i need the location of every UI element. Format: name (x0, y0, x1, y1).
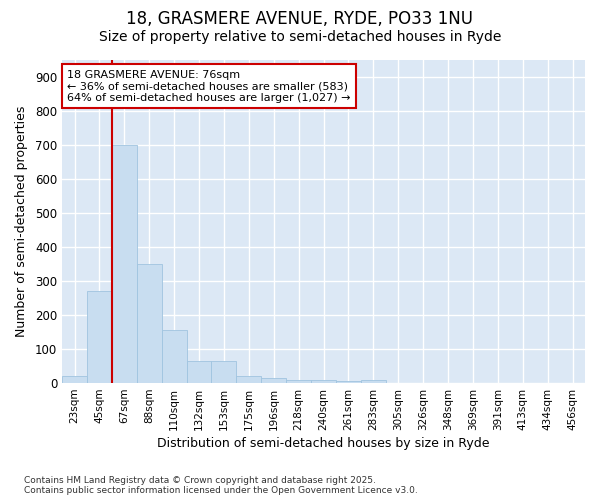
Bar (336, 382, 361, 383)
Text: 18 GRASMERE AVENUE: 76sqm
← 36% of semi-detached houses are smaller (583)
64% of: 18 GRASMERE AVENUE: 76sqm ← 36% of semi-… (67, 70, 351, 103)
Bar (87, 291, 112, 383)
Text: Contains HM Land Registry data © Crown copyright and database right 2025.
Contai: Contains HM Land Registry data © Crown c… (24, 476, 418, 495)
Bar (261, 378, 286, 383)
Bar (236, 376, 261, 383)
Bar (286, 380, 311, 383)
Bar (137, 264, 161, 383)
Bar (62, 376, 87, 383)
X-axis label: Distribution of semi-detached houses by size in Ryde: Distribution of semi-detached houses by … (157, 437, 490, 450)
Bar (161, 330, 187, 383)
Y-axis label: Number of semi-detached properties: Number of semi-detached properties (15, 106, 28, 337)
Text: 18, GRASMERE AVENUE, RYDE, PO33 1NU: 18, GRASMERE AVENUE, RYDE, PO33 1NU (127, 10, 473, 28)
Bar (361, 380, 386, 383)
Bar (311, 380, 336, 383)
Bar (211, 361, 236, 383)
Text: Size of property relative to semi-detached houses in Ryde: Size of property relative to semi-detach… (99, 30, 501, 44)
Bar (112, 145, 137, 383)
Bar (187, 361, 211, 383)
